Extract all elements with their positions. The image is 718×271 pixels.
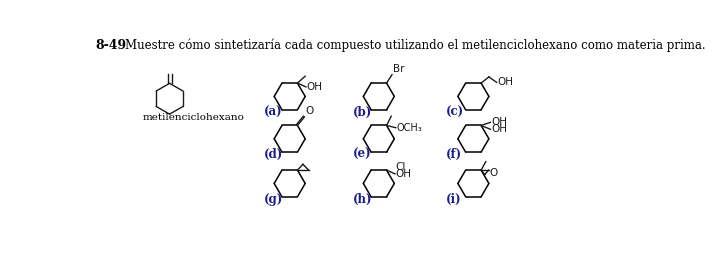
Text: (f): (f) bbox=[447, 148, 462, 161]
Text: Cl: Cl bbox=[396, 162, 406, 172]
Text: 8-49: 8-49 bbox=[95, 39, 126, 52]
Text: (a): (a) bbox=[264, 106, 283, 119]
Text: OH: OH bbox=[396, 169, 412, 179]
Text: O: O bbox=[490, 168, 498, 178]
Text: (i): (i) bbox=[447, 193, 462, 206]
Text: (g): (g) bbox=[264, 193, 284, 206]
Text: Br: Br bbox=[393, 64, 404, 74]
Text: metilenciclohexano: metilenciclohexano bbox=[142, 112, 244, 121]
Text: (d): (d) bbox=[264, 148, 284, 161]
Text: (c): (c) bbox=[447, 106, 465, 119]
Text: OH: OH bbox=[491, 124, 507, 134]
Text: OH: OH bbox=[498, 77, 513, 87]
Text: (e): (e) bbox=[353, 148, 372, 161]
Text: O: O bbox=[305, 106, 314, 116]
Text: (h): (h) bbox=[353, 193, 373, 206]
Text: OH: OH bbox=[307, 82, 323, 92]
Text: OCH₃: OCH₃ bbox=[396, 123, 422, 133]
Text: (b): (b) bbox=[353, 106, 373, 119]
Text: OH: OH bbox=[491, 117, 507, 127]
Text: Muestre cómo sintetizaría cada compuesto utilizando el metilenciclohexano como m: Muestre cómo sintetizaría cada compuesto… bbox=[125, 39, 705, 52]
